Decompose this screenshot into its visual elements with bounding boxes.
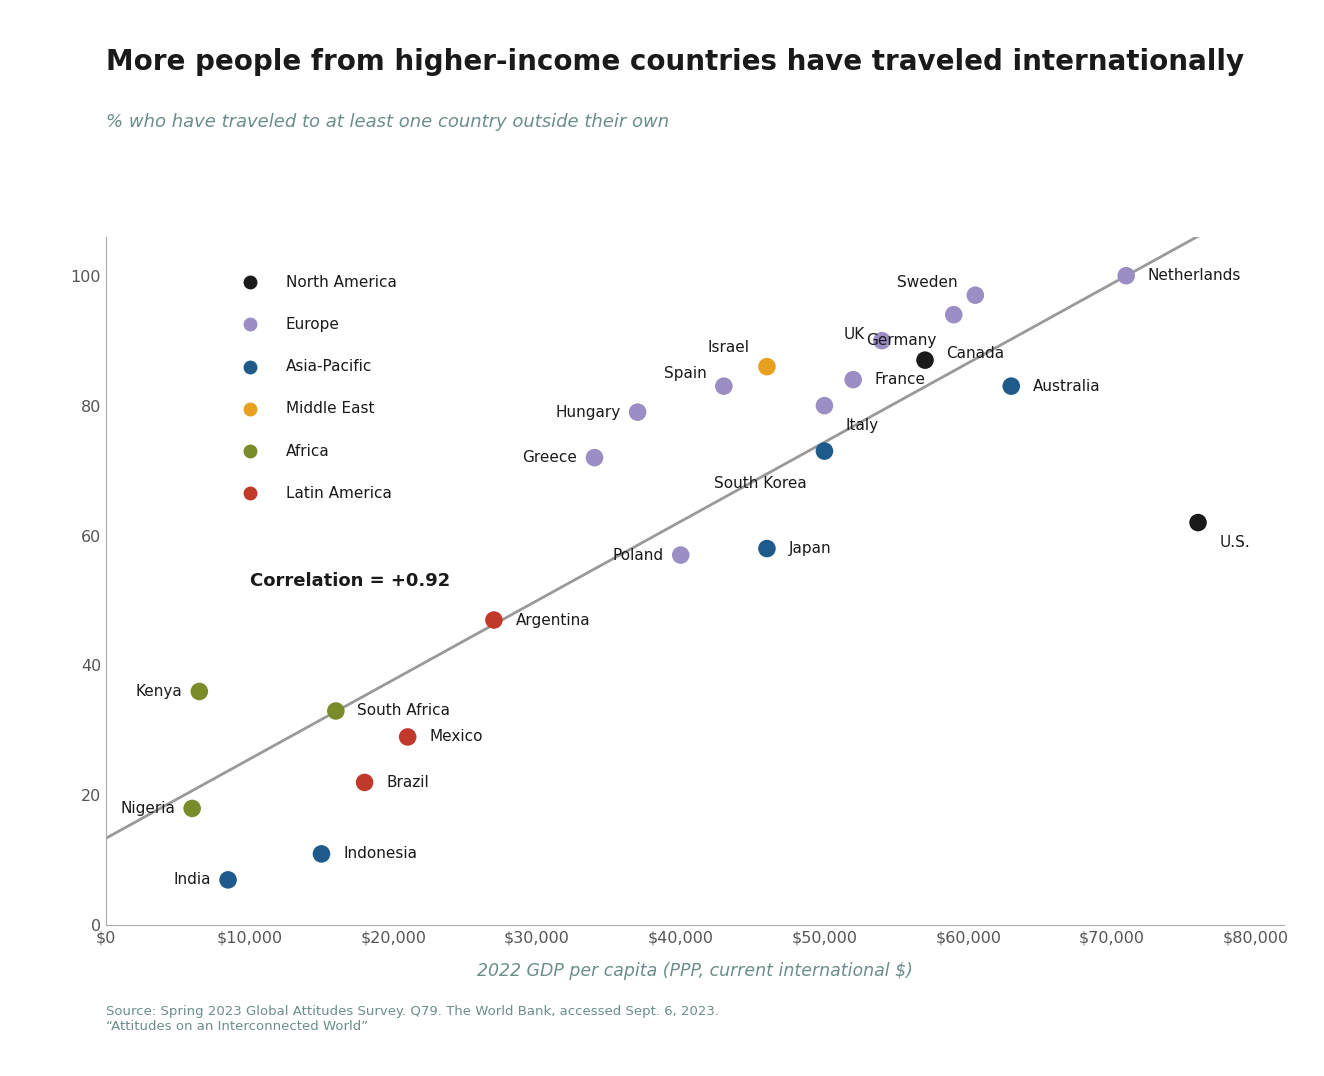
Text: Indonesia: Indonesia [343,847,417,862]
Point [326,703,347,720]
Text: Italy: Italy [846,417,879,433]
Point [915,352,936,369]
Point [217,872,238,889]
Text: Canada: Canada [947,346,1005,362]
Text: Argentina: Argentina [515,612,591,627]
Text: North America: North America [286,274,396,289]
Point [842,371,863,388]
Text: Middle East: Middle East [286,401,375,416]
Text: Correlation = +0.92: Correlation = +0.92 [250,572,450,590]
Text: More people from higher-income countries have traveled internationally: More people from higher-income countries… [106,48,1245,76]
Point [628,404,649,421]
Text: Kenya: Kenya [135,684,183,699]
Text: Africa: Africa [286,443,330,458]
Point [814,442,835,459]
X-axis label: 2022 GDP per capita (PPP, current international $): 2022 GDP per capita (PPP, current intern… [477,962,914,980]
Text: U.S.: U.S. [1219,535,1250,550]
Point [943,306,964,323]
Point [584,449,605,466]
Point [397,728,418,746]
Point [714,378,735,395]
Text: Europe: Europe [286,317,339,331]
Text: Greece: Greece [523,450,577,465]
Text: Latin America: Latin America [286,486,392,500]
Text: Source: Spring 2023 Global Attitudes Survey. Q79. The World Bank, accessed Sept.: Source: Spring 2023 Global Attitudes Sur… [106,1005,719,1033]
Text: India: India [173,873,211,888]
Text: Germany: Germany [866,334,936,349]
Point [1001,378,1022,395]
Text: UK: UK [843,327,865,342]
Text: Netherlands: Netherlands [1148,268,1241,283]
Point [871,332,892,350]
Point [965,286,986,303]
Text: % who have traveled to at least one country outside their own: % who have traveled to at least one coun… [106,113,669,131]
Point [756,358,777,376]
Point [354,774,375,791]
Text: Hungary: Hungary [555,405,621,420]
Text: Brazil: Brazil [387,775,429,790]
Text: Asia-Pacific: Asia-Pacific [286,359,372,374]
Text: France: France [875,372,925,387]
Text: Spain: Spain [663,366,707,381]
Point [1188,514,1209,532]
Point [670,547,691,564]
Text: Australia: Australia [1033,379,1100,394]
Text: South Africa: South Africa [357,704,450,719]
Point [189,683,211,700]
Point [1116,267,1137,284]
Text: Nigeria: Nigeria [120,801,175,816]
Text: South Korea: South Korea [715,476,808,491]
Point [311,846,332,863]
Text: Poland: Poland [613,548,663,563]
Text: Mexico: Mexico [429,730,483,745]
Point [181,799,203,817]
Point [756,540,777,557]
Text: Israel: Israel [708,340,749,355]
Text: Sweden: Sweden [898,274,959,289]
Point [483,611,504,628]
Text: Japan: Japan [789,541,831,556]
Point [814,397,835,414]
